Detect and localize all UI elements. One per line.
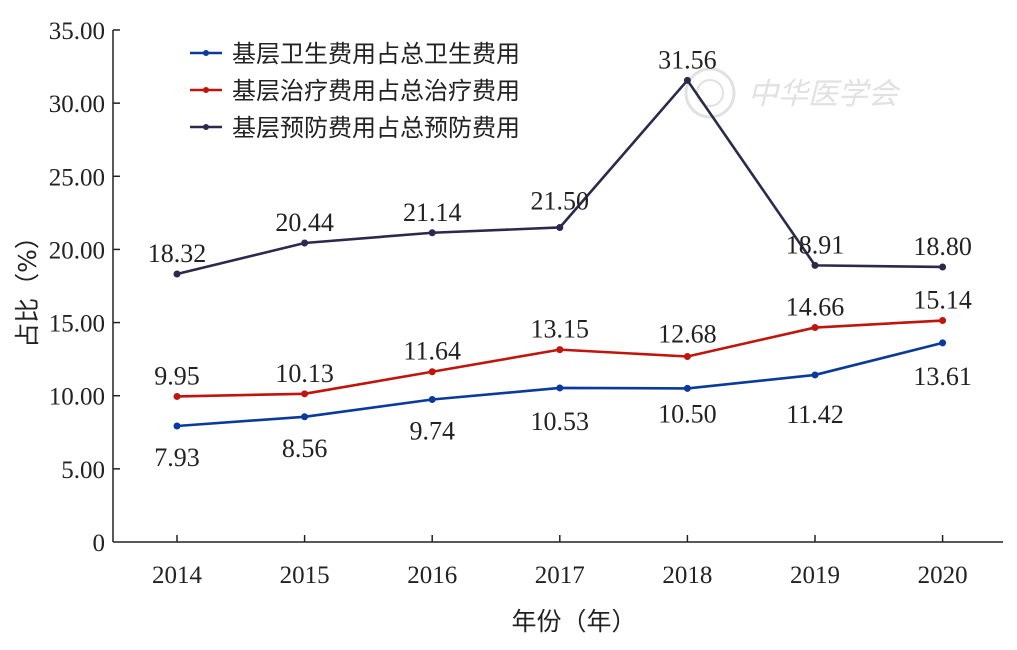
data-label: 10.53 [531, 407, 590, 436]
y-tick-label: 15.00 [49, 311, 105, 338]
data-label: 18.80 [913, 232, 972, 261]
y-tick-label: 5.00 [61, 457, 105, 484]
data-label: 9.95 [154, 361, 200, 390]
data-label: 21.50 [531, 186, 590, 215]
data-point [428, 229, 436, 237]
data-label: 20.44 [275, 208, 334, 237]
y-axis-title: 占比（%） [13, 224, 42, 348]
legend-label: 基层治疗费用占总治疗费用 [232, 77, 520, 105]
data-label: 8.56 [282, 434, 328, 463]
data-point [173, 392, 181, 400]
data-point [811, 324, 819, 332]
x-axis-ticks: 2014 2015 2016 2017 2018 2019 2020 [152, 535, 968, 589]
data-label: 12.68 [658, 320, 717, 349]
y-tick-label: 35.00 [49, 18, 105, 45]
data-point [428, 368, 436, 376]
data-label: 18.91 [786, 230, 845, 259]
data-label: 13.61 [913, 362, 972, 391]
x-tick-label: 2019 [790, 562, 840, 589]
data-point [939, 317, 947, 325]
x-tick-label: 2014 [152, 562, 203, 589]
data-label: 10.13 [275, 359, 334, 388]
data-point [939, 263, 947, 271]
legend-label: 基层预防费用占总预防费用 [232, 114, 520, 142]
legend-marker [203, 50, 209, 56]
data-point [173, 422, 181, 430]
data-point [556, 223, 564, 231]
x-tick-label: 2017 [535, 562, 585, 589]
data-point [556, 346, 564, 354]
data-point [939, 339, 947, 347]
data-label: 10.50 [658, 399, 717, 428]
watermark-text: 中华医学会 [748, 77, 901, 112]
data-point [683, 76, 691, 84]
x-tick-label: 2018 [662, 562, 712, 589]
data-point [428, 396, 436, 404]
data-labels: 7.93 8.56 9.74 10.53 10.50 11.42 13.61 9.95 10.1… [148, 45, 972, 472]
data-point [556, 384, 564, 392]
y-axis-ticks: 0 5.00 10.00 15.00 20.00 25.00 30.00 35.00 [49, 18, 120, 557]
data-point [301, 390, 309, 398]
data-point [683, 353, 691, 361]
y-tick-label: 20.00 [49, 237, 105, 264]
data-label: 13.15 [531, 315, 590, 344]
data-label: 11.64 [403, 337, 461, 366]
y-tick-label: 30.00 [49, 91, 105, 118]
data-point [301, 413, 309, 421]
data-point [173, 270, 181, 278]
x-tick-label: 2020 [918, 562, 968, 589]
data-point [683, 384, 691, 392]
x-axis-title: 年份（年） [511, 607, 636, 636]
y-tick-label: 10.00 [49, 384, 105, 411]
data-point [301, 239, 309, 247]
data-label: 21.14 [403, 198, 462, 227]
data-label: 11.42 [786, 400, 844, 429]
series-layer [173, 76, 947, 430]
watermark-seal-icon [684, 67, 736, 119]
data-label: 15.14 [913, 286, 972, 315]
x-tick-label: 2016 [407, 562, 457, 589]
legend-marker [203, 124, 209, 130]
data-label: 18.32 [148, 239, 207, 268]
y-tick-label: 25.00 [49, 164, 105, 191]
data-point [811, 371, 819, 379]
data-label: 14.66 [786, 293, 845, 322]
data-point [811, 261, 819, 269]
legend-label: 基层卫生费用占总卫生费用 [232, 40, 520, 68]
data-label: 31.56 [658, 45, 717, 74]
data-label: 9.74 [409, 417, 455, 446]
watermark: 中华医学会 [684, 67, 901, 119]
data-label: 7.93 [154, 443, 200, 472]
x-tick-label: 2015 [280, 562, 330, 589]
legend-marker [203, 87, 209, 93]
y-tick-label: 0 [93, 530, 106, 557]
